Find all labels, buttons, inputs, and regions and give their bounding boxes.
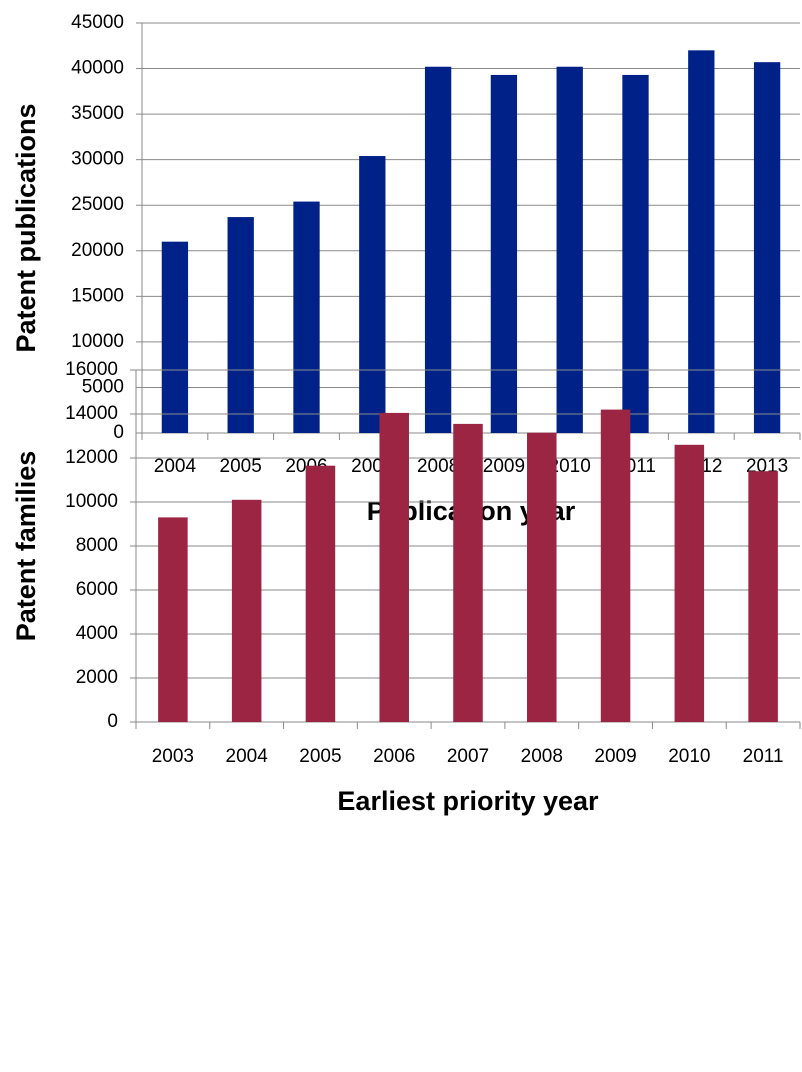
- bar: [527, 432, 557, 722]
- x-tick-label: 2010: [668, 746, 710, 767]
- y-tick-label: 0: [107, 711, 118, 732]
- x-tick-label: 2010: [549, 456, 591, 477]
- bar: [424, 66, 452, 433]
- bar: [227, 217, 254, 433]
- bar: [158, 517, 188, 722]
- x-tick-label: 2011: [743, 746, 784, 767]
- x-tick-label: 2004: [226, 746, 269, 767]
- bar: [622, 74, 649, 433]
- bar: [490, 74, 518, 433]
- x-tick-label: 2005: [220, 456, 262, 477]
- y-tick-label: 14000: [65, 403, 118, 424]
- bar: [688, 50, 715, 433]
- bar: [753, 62, 781, 434]
- y-tick-label: 40000: [71, 58, 124, 79]
- y-tick-label: 5000: [82, 376, 124, 397]
- x-tick-label: 2008: [417, 456, 459, 477]
- y-tick-label: 16000: [65, 359, 118, 380]
- x-tick-label: 2009: [594, 746, 636, 767]
- y-tick-label: 20000: [71, 240, 124, 261]
- bar: [293, 201, 320, 433]
- x-axis-title: Earliest priority year: [337, 786, 599, 816]
- x-tick-label: 2009: [483, 456, 525, 477]
- bar: [674, 444, 705, 722]
- bar: [748, 471, 778, 722]
- y-axis-title: Patent families: [11, 451, 41, 642]
- y-tick-label: 35000: [71, 103, 124, 124]
- bar: [161, 241, 189, 433]
- y-tick-label: 12000: [65, 447, 118, 468]
- y-tick-label: 10000: [65, 491, 118, 512]
- bar: [359, 156, 386, 433]
- y-tick-label: 10000: [71, 331, 124, 352]
- y-axis-title: Patent publications: [11, 103, 41, 352]
- y-tick-label: 8000: [76, 535, 118, 556]
- x-tick-label: 2006: [373, 746, 415, 767]
- x-tick-label: 2008: [521, 746, 563, 767]
- x-tick-label: 2003: [152, 746, 194, 767]
- y-tick-label: 4000: [76, 623, 118, 644]
- y-tick-label: 30000: [71, 149, 124, 170]
- y-tick-label: 0: [113, 422, 124, 443]
- x-tick-label: 2007: [447, 746, 489, 767]
- y-tick-label: 15000: [71, 285, 124, 306]
- bar: [305, 465, 336, 722]
- y-tick-label: 2000: [76, 667, 118, 688]
- x-tick-label: 2005: [299, 746, 341, 767]
- bar: [231, 499, 262, 722]
- y-tick-label: 25000: [71, 194, 124, 215]
- bar: [453, 423, 483, 722]
- bar: [379, 412, 409, 722]
- x-tick-label: 2004: [154, 456, 197, 477]
- y-tick-label: 45000: [71, 12, 124, 33]
- y-tick-label: 6000: [76, 579, 118, 600]
- bar: [600, 409, 631, 722]
- bar: [556, 66, 583, 433]
